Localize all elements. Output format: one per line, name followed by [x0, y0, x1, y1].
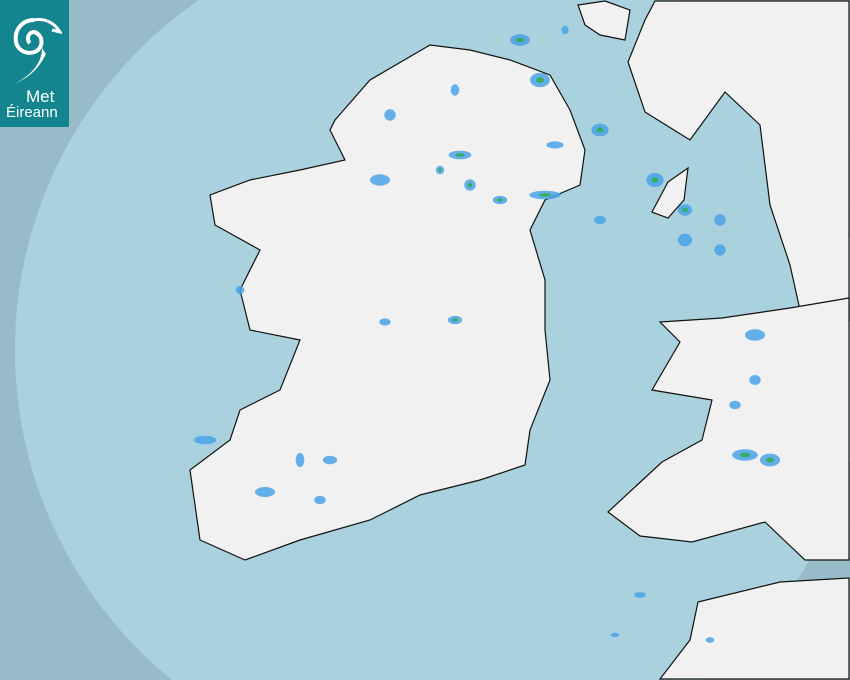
rain-echo: [561, 25, 569, 35]
cornwall-devon: [658, 577, 850, 680]
rain-echo-moderate: [596, 127, 604, 133]
land: [189, 0, 850, 680]
rain-echo-moderate: [536, 77, 544, 83]
rain-echo: [745, 329, 765, 341]
rain-echo: [322, 455, 338, 465]
rain-echo: [546, 141, 564, 149]
rain-echoes: [193, 25, 780, 643]
rain-echo-moderate: [455, 153, 465, 157]
logo-text-met: Met: [26, 87, 55, 106]
rain-echo-moderate: [452, 318, 458, 322]
rain-echo: [714, 214, 726, 226]
ireland: [189, 44, 586, 561]
wales-england: [607, 297, 850, 561]
rain-echo-moderate: [438, 168, 442, 172]
rain-echo: [705, 637, 715, 643]
swirl-logo-icon: [13, 18, 62, 84]
rain-echo: [749, 375, 761, 385]
rain-echo-moderate: [766, 457, 774, 463]
rain-echo-moderate: [739, 452, 751, 458]
rain-echo: [314, 495, 326, 505]
rain-echo: [610, 632, 620, 638]
rain-echo-moderate: [651, 177, 659, 183]
rain-echo: [450, 84, 460, 96]
rain-echo: [370, 174, 390, 186]
rain-echo: [255, 487, 275, 497]
rain-echo: [714, 244, 726, 256]
rain-echo: [677, 233, 693, 247]
rain-echo: [193, 435, 217, 445]
isle-of-man: [651, 166, 689, 219]
logo-text-eireann: Éireann: [6, 104, 58, 121]
rain-echo-moderate: [497, 198, 503, 202]
rain-echo: [384, 109, 396, 121]
rain-echo-moderate: [467, 182, 473, 188]
scottish-islands: [577, 0, 631, 41]
rain-echo: [379, 318, 391, 326]
rain-echo-moderate: [682, 207, 688, 213]
rain-echo: [729, 400, 741, 410]
met-eireann-logo: Met Éireann: [0, 0, 69, 127]
rain-echo: [634, 592, 646, 598]
rain-echo-moderate: [538, 193, 552, 197]
rain-echo: [594, 215, 606, 225]
rain-echo-moderate: [516, 37, 524, 43]
rain-echo: [235, 285, 245, 295]
rain-echo: [295, 452, 305, 468]
